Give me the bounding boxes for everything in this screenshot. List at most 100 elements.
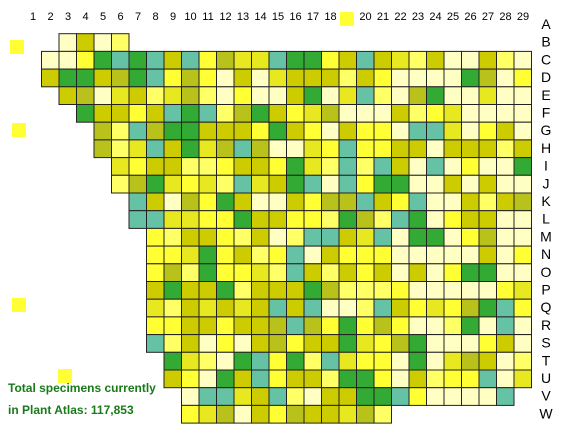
column-label: 27	[482, 11, 494, 23]
grid-cell	[461, 192, 480, 212]
grid-cell	[426, 263, 445, 282]
grid-cell	[268, 351, 287, 371]
grid-cell	[408, 50, 427, 70]
grid-cell	[391, 104, 410, 123]
grid-cell	[478, 192, 497, 212]
grid-cell	[338, 68, 357, 88]
grid-cell	[163, 245, 182, 265]
grid-cell	[146, 104, 165, 123]
grid-cell	[496, 316, 515, 336]
grid-cell	[513, 50, 532, 70]
grid-cell	[286, 334, 305, 353]
grid-cell	[426, 139, 445, 159]
outlier-square	[58, 369, 72, 383]
grid-cell	[286, 157, 305, 176]
grid-cell	[181, 121, 200, 141]
grid-cell	[181, 369, 200, 389]
grid-cell	[303, 121, 322, 141]
grid-cell	[286, 68, 305, 88]
grid-cell	[338, 192, 357, 212]
grid-cell	[216, 316, 235, 336]
grid-cell	[216, 210, 235, 229]
grid-cell	[391, 192, 410, 212]
column-label: 29	[517, 11, 529, 23]
grid-cell	[303, 157, 322, 176]
grid-cell	[233, 387, 252, 406]
grid-cell	[496, 369, 515, 389]
grid-cell	[303, 210, 322, 229]
grid-cell	[303, 316, 322, 336]
grid-cell	[146, 245, 165, 265]
grid-cell	[478, 227, 497, 247]
grid-cell	[216, 174, 235, 194]
grid-cell	[146, 157, 165, 176]
grid-cell	[478, 50, 497, 70]
grid-cell	[181, 174, 200, 194]
grid-cell	[181, 263, 200, 282]
row-label: C	[541, 51, 551, 67]
grid-cell	[163, 192, 182, 212]
row-label: H	[541, 140, 551, 156]
row-label: B	[541, 34, 550, 50]
grid-cell	[338, 351, 357, 371]
grid-cell	[338, 121, 357, 141]
grid-cell	[216, 334, 235, 353]
grid-cell	[391, 298, 410, 318]
grid-cell	[216, 104, 235, 123]
grid-cell	[303, 50, 322, 70]
grid-cell	[496, 245, 515, 265]
grid-cell	[408, 316, 427, 336]
grid-cell	[268, 139, 287, 159]
grid-cell	[443, 210, 462, 229]
row-label: K	[541, 193, 551, 209]
grid-cell	[338, 298, 357, 318]
grid-cell	[338, 86, 357, 106]
grid-cell	[496, 157, 515, 176]
grid-cell	[478, 68, 497, 88]
grid-cell	[286, 298, 305, 318]
grid-cell	[338, 404, 357, 424]
grid-cell	[391, 245, 410, 265]
grid-cell	[461, 139, 480, 159]
grid-cell	[303, 192, 322, 212]
grid-cell	[216, 86, 235, 106]
grid-cell	[76, 86, 95, 106]
grid-cell	[321, 387, 340, 406]
grid-cell	[478, 86, 497, 106]
row-label: O	[541, 264, 552, 280]
grid-cell	[426, 192, 445, 212]
grid-cell	[426, 210, 445, 229]
grid-cell	[268, 157, 287, 176]
grid-cell	[198, 281, 217, 300]
grid-cell	[286, 281, 305, 300]
column-label: 13	[237, 11, 249, 23]
grid-cell	[373, 50, 392, 70]
grid-cell	[391, 210, 410, 229]
grid-cell	[356, 50, 375, 70]
grid-cell	[478, 139, 497, 159]
grid-cell	[286, 245, 305, 265]
grid-cell	[146, 298, 165, 318]
grid-cell	[443, 227, 462, 247]
grid-cell	[128, 174, 147, 194]
grid-cell	[286, 351, 305, 371]
grid-cell	[198, 139, 217, 159]
grid-cell	[461, 157, 480, 176]
grid-cell	[216, 50, 235, 70]
grid-cell	[496, 174, 515, 194]
grid-cell	[268, 334, 287, 353]
grid-cell	[163, 334, 182, 353]
grid-cell	[268, 68, 287, 88]
grid-cell	[426, 68, 445, 88]
grid-cell	[443, 298, 462, 318]
grid-cell	[198, 210, 217, 229]
grid-cell	[408, 192, 427, 212]
grid-cell	[513, 157, 532, 176]
grid-cell	[198, 387, 217, 406]
grid-cell	[356, 263, 375, 282]
grid-cell	[513, 334, 532, 353]
grid-cell	[321, 245, 340, 265]
grid-cell	[338, 210, 357, 229]
grid-cell	[181, 157, 200, 176]
grid-cell	[93, 121, 112, 141]
